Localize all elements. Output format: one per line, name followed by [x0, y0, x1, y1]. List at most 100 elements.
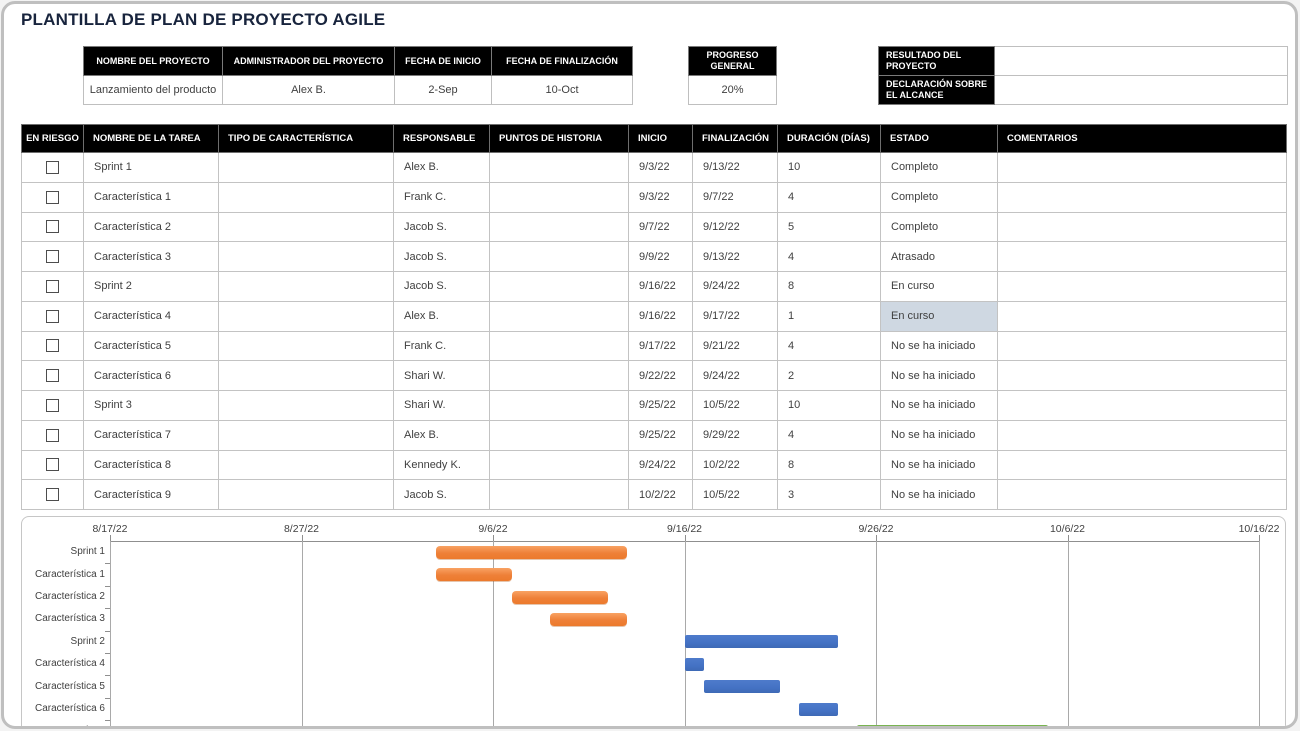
cell-start[interactable]: 9/25/22 — [628, 419, 693, 451]
cell-task[interactable]: Sprint 2 — [83, 271, 219, 302]
cell-story-points[interactable] — [489, 271, 629, 302]
cell-end[interactable]: 9/24/22 — [692, 271, 778, 302]
cell-status[interactable]: No se ha iniciado — [880, 360, 998, 391]
cell-story-points[interactable] — [489, 390, 629, 421]
cell-start[interactable]: 9/17/22 — [628, 330, 693, 362]
cell-duration[interactable]: 3 — [777, 479, 881, 510]
at-risk-checkbox[interactable] — [46, 398, 59, 412]
cell-feature-type[interactable] — [218, 211, 394, 243]
at-risk-cell[interactable] — [21, 300, 84, 332]
cell-duration[interactable]: 1 — [777, 300, 881, 332]
cell-story-points[interactable] — [489, 330, 629, 362]
cell-feature-type[interactable] — [218, 330, 394, 362]
cell-feature-type[interactable] — [218, 271, 394, 302]
cell-owner[interactable]: Jacob S. — [393, 479, 490, 510]
project-manager-value[interactable]: Alex B. — [222, 75, 395, 105]
cell-end[interactable]: 9/24/22 — [692, 360, 778, 391]
cell-end[interactable]: 10/2/22 — [692, 449, 778, 481]
cell-owner[interactable]: Jacob S. — [393, 211, 490, 243]
at-risk-cell[interactable] — [21, 360, 84, 391]
cell-status[interactable]: No se ha iniciado — [880, 449, 998, 481]
cell-start[interactable]: 9/25/22 — [628, 390, 693, 421]
cell-task[interactable]: Característica 2 — [83, 211, 219, 243]
at-risk-checkbox[interactable] — [46, 458, 59, 472]
cell-status[interactable]: No se ha iniciado — [880, 330, 998, 362]
cell-end[interactable]: 9/7/22 — [692, 181, 778, 213]
cell-comments[interactable] — [997, 271, 1287, 302]
cell-comments[interactable] — [997, 479, 1287, 510]
cell-comments[interactable] — [997, 241, 1287, 272]
at-risk-checkbox[interactable] — [46, 220, 59, 234]
cell-story-points[interactable] — [489, 181, 629, 213]
start-date-value[interactable]: 2-Sep — [394, 75, 492, 105]
cell-start[interactable]: 9/3/22 — [628, 181, 693, 213]
project-name-value[interactable]: Lanzamiento del producto — [83, 75, 223, 105]
at-risk-cell[interactable] — [21, 181, 84, 213]
cell-status[interactable]: En curso — [880, 271, 998, 302]
cell-story-points[interactable] — [489, 449, 629, 481]
scope-statement-value[interactable] — [994, 75, 1288, 105]
at-risk-cell[interactable] — [21, 449, 84, 481]
cell-end[interactable]: 9/12/22 — [692, 211, 778, 243]
cell-start[interactable]: 10/2/22 — [628, 479, 693, 510]
cell-duration[interactable]: 10 — [777, 390, 881, 421]
cell-feature-type[interactable] — [218, 479, 394, 510]
cell-story-points[interactable] — [489, 152, 629, 183]
cell-owner[interactable]: Alex B. — [393, 419, 490, 451]
at-risk-cell[interactable] — [21, 271, 84, 302]
cell-task[interactable]: Característica 1 — [83, 181, 219, 213]
cell-owner[interactable]: Alex B. — [393, 152, 490, 183]
project-outcome-value[interactable] — [994, 46, 1288, 76]
at-risk-cell[interactable] — [21, 419, 84, 451]
cell-status[interactable]: En curso — [880, 300, 998, 332]
cell-duration[interactable]: 2 — [777, 360, 881, 391]
cell-start[interactable]: 9/16/22 — [628, 300, 693, 332]
cell-comments[interactable] — [997, 390, 1287, 421]
cell-comments[interactable] — [997, 152, 1287, 183]
at-risk-checkbox[interactable] — [46, 309, 59, 323]
cell-story-points[interactable] — [489, 360, 629, 391]
cell-task[interactable]: Característica 9 — [83, 479, 219, 510]
at-risk-cell[interactable] — [21, 211, 84, 243]
cell-end[interactable]: 9/29/22 — [692, 419, 778, 451]
cell-duration[interactable]: 4 — [777, 330, 881, 362]
cell-status[interactable]: No se ha iniciado — [880, 419, 998, 451]
cell-duration[interactable]: 8 — [777, 449, 881, 481]
cell-status[interactable]: No se ha iniciado — [880, 479, 998, 510]
cell-start[interactable]: 9/16/22 — [628, 271, 693, 302]
cell-status[interactable]: Completo — [880, 181, 998, 213]
cell-task[interactable]: Característica 3 — [83, 241, 219, 272]
cell-comments[interactable] — [997, 300, 1287, 332]
at-risk-cell[interactable] — [21, 241, 84, 272]
cell-start[interactable]: 9/9/22 — [628, 241, 693, 272]
cell-status[interactable]: No se ha iniciado — [880, 390, 998, 421]
cell-owner[interactable]: Shari W. — [393, 390, 490, 421]
at-risk-checkbox[interactable] — [46, 339, 59, 353]
cell-status[interactable]: Completo — [880, 211, 998, 243]
cell-comments[interactable] — [997, 449, 1287, 481]
cell-feature-type[interactable] — [218, 181, 394, 213]
cell-task[interactable]: Sprint 1 — [83, 152, 219, 183]
at-risk-checkbox[interactable] — [46, 190, 59, 204]
cell-task[interactable]: Sprint 3 — [83, 390, 219, 421]
cell-comments[interactable] — [997, 360, 1287, 391]
at-risk-checkbox[interactable] — [46, 160, 59, 174]
cell-task[interactable]: Característica 7 — [83, 419, 219, 451]
cell-comments[interactable] — [997, 181, 1287, 213]
cell-owner[interactable]: Frank C. — [393, 181, 490, 213]
cell-feature-type[interactable] — [218, 241, 394, 272]
cell-feature-type[interactable] — [218, 390, 394, 421]
at-risk-cell[interactable] — [21, 330, 84, 362]
at-risk-checkbox[interactable] — [46, 279, 59, 293]
cell-story-points[interactable] — [489, 479, 629, 510]
at-risk-checkbox[interactable] — [46, 428, 59, 442]
at-risk-checkbox[interactable] — [46, 369, 59, 383]
cell-story-points[interactable] — [489, 419, 629, 451]
cell-duration[interactable]: 4 — [777, 241, 881, 272]
cell-duration[interactable]: 10 — [777, 152, 881, 183]
cell-duration[interactable]: 8 — [777, 271, 881, 302]
at-risk-cell[interactable] — [21, 152, 84, 183]
cell-story-points[interactable] — [489, 241, 629, 272]
cell-start[interactable]: 9/24/22 — [628, 449, 693, 481]
at-risk-cell[interactable] — [21, 479, 84, 510]
